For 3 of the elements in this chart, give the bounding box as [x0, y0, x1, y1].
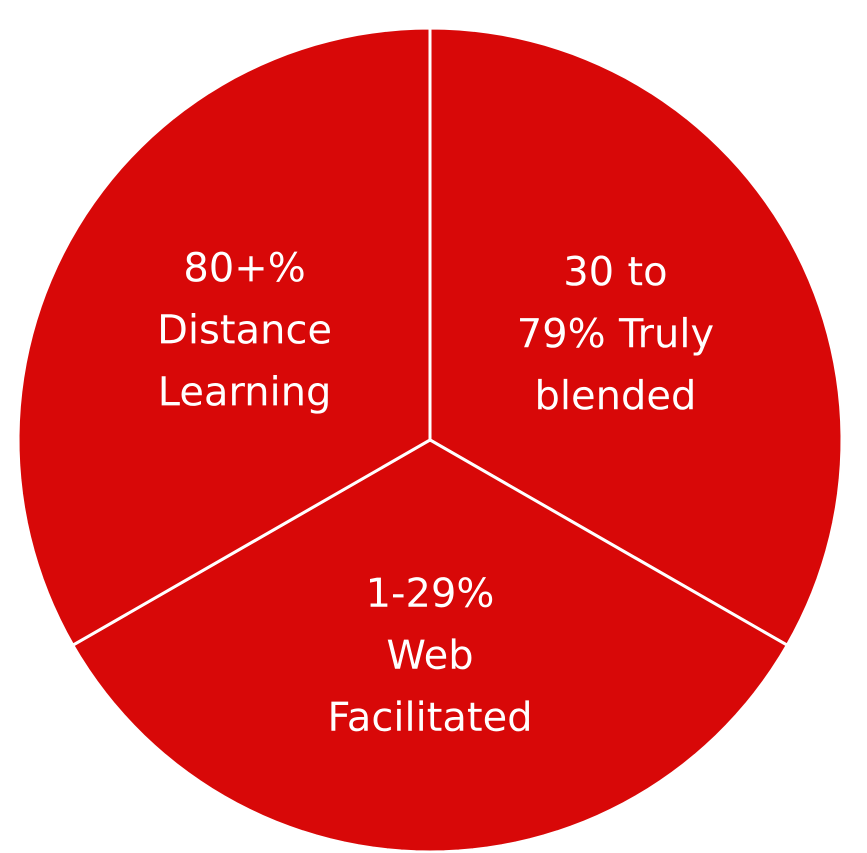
slice-label: 1-29% Web Facilitated — [331, 576, 529, 732]
slice-label: 80+% Distance Learning — [161, 251, 330, 414]
slice-label: 30 to 79% Truly blended — [520, 255, 713, 410]
